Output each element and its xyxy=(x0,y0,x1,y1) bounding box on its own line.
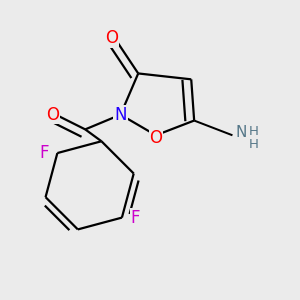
Text: O: O xyxy=(46,106,59,124)
Text: H: H xyxy=(249,138,259,151)
Text: F: F xyxy=(39,144,49,162)
Text: O: O xyxy=(105,29,118,47)
Text: F: F xyxy=(130,208,140,226)
Text: O: O xyxy=(149,129,162,147)
Text: N: N xyxy=(236,125,247,140)
Text: H: H xyxy=(249,125,259,138)
Text: N: N xyxy=(114,106,127,124)
